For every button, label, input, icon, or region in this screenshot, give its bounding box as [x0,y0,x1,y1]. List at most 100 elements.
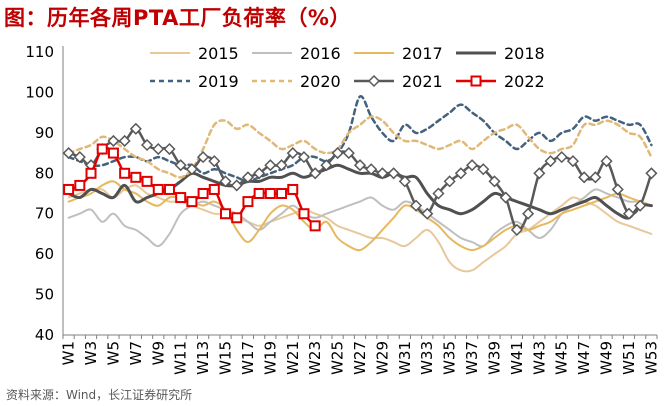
data-point-2021 [466,159,479,172]
data-point-2021 [219,175,232,188]
y-tick-label: 40 [35,326,54,344]
y-tick-label: 50 [35,286,54,304]
y-tick-label: 80 [35,164,54,182]
data-point-2021 [544,155,557,168]
data-point-2022 [253,188,265,199]
legend-label-2018: 2018 [504,44,545,63]
x-tick-label: W27 [351,341,369,375]
data-point-2022 [309,220,321,232]
x-tick-label: W25 [329,341,347,375]
legend-label-2015: 2015 [198,44,239,63]
data-point-2022 [231,212,243,224]
x-tick-label: W3 [82,341,100,365]
data-point-2021 [566,155,580,168]
x-tick-label: W7 [127,341,145,365]
data-point-2021 [197,151,210,164]
data-point-2021 [163,142,176,156]
legend-item-2015: 2015 [150,44,239,63]
x-tick-label: W19 [261,341,279,375]
data-point-2021 [510,223,523,236]
data-point-2021 [253,167,266,180]
data-point-2021 [409,199,423,212]
legend-item-2017: 2017 [354,44,443,63]
x-tick-label: W37 [463,341,481,375]
data-point-2021 [522,207,535,220]
x-tick-label: W47 [575,341,593,375]
data-point-2022 [208,183,220,195]
y-tick-label: 110 [25,43,54,61]
data-point-2021 [286,147,299,160]
data-point-2021 [477,163,490,176]
data-point-2021 [275,159,288,172]
data-point-2021 [107,134,120,148]
series-line-2022 [67,146,317,228]
data-point-2021 [129,122,142,135]
data-point-2021 [365,163,378,176]
series-line-2017 [67,180,653,252]
data-point-2022 [119,167,131,179]
legend-item-2022: 2022 [456,72,545,91]
legend-item-2018: 2018 [456,44,545,63]
data-point-2022 [74,179,86,191]
x-tick-label: W51 [620,341,638,375]
legend-item-2019: 2019 [150,72,239,91]
legend-item-2020: 2020 [252,72,341,91]
x-tick-label: W29 [373,341,391,375]
y-tick-label: 70 [35,205,54,223]
data-point-2021 [398,175,411,188]
data-point-2022 [107,147,119,159]
series-line-2016 [67,188,653,248]
data-point-2022 [242,196,254,208]
data-point-2021 [152,142,165,156]
data-point-2022 [175,192,187,204]
series-lines [62,95,658,273]
data-point-2021 [488,175,501,188]
data-point-2021 [185,163,198,176]
data-point-2021 [611,183,624,196]
x-tick-label: W1 [60,341,78,365]
data-point-2021 [309,167,322,180]
x-tick-label: W5 [104,341,122,365]
data-point-2022 [96,143,108,155]
y-tick-label: 60 [35,245,54,263]
legend-marker-2022 [470,75,482,87]
y-tick-label: 90 [35,124,54,142]
x-tick-label: W15 [217,341,235,375]
data-point-2021 [387,167,400,180]
x-tick-label: W41 [508,341,526,375]
data-point-2021 [331,147,344,160]
data-point-2021 [376,167,389,180]
legend-item-2021: 2021 [354,72,443,91]
x-tick-label: W21 [284,341,302,375]
data-point-2021 [264,159,277,172]
x-tick-label: W23 [306,341,324,375]
data-point-2022 [298,208,310,220]
data-point-2021 [443,175,456,188]
data-point-2021 [499,191,512,204]
data-point-2022 [186,196,198,208]
data-point-2022 [264,188,276,199]
data-point-2022 [130,171,142,183]
data-point-2022 [63,183,75,195]
legend-item-2016: 2016 [252,44,341,63]
data-point-2022 [141,175,153,187]
legend-label-2016: 2016 [300,44,341,63]
data-point-2021 [342,147,355,160]
data-point-2021 [622,207,636,220]
legend-label-2022: 2022 [504,72,545,91]
x-tick-label: W45 [553,341,571,375]
data-point-2021 [174,159,187,172]
data-point-2021 [297,151,311,164]
data-point-2022 [220,208,232,220]
data-point-2021 [634,199,647,212]
x-tick-label: W39 [485,341,503,375]
x-tick-label: W9 [149,341,167,365]
legend-label-2019: 2019 [198,72,239,91]
legend-marker-2021 [367,74,381,88]
x-tick-label: W11 [172,341,190,375]
data-point-2021 [353,159,367,172]
legend-label-2020: 2020 [300,72,341,91]
source-note: 资料来源：Wind，长江证券研究所 [6,388,193,402]
legend-label-2017: 2017 [402,44,443,63]
